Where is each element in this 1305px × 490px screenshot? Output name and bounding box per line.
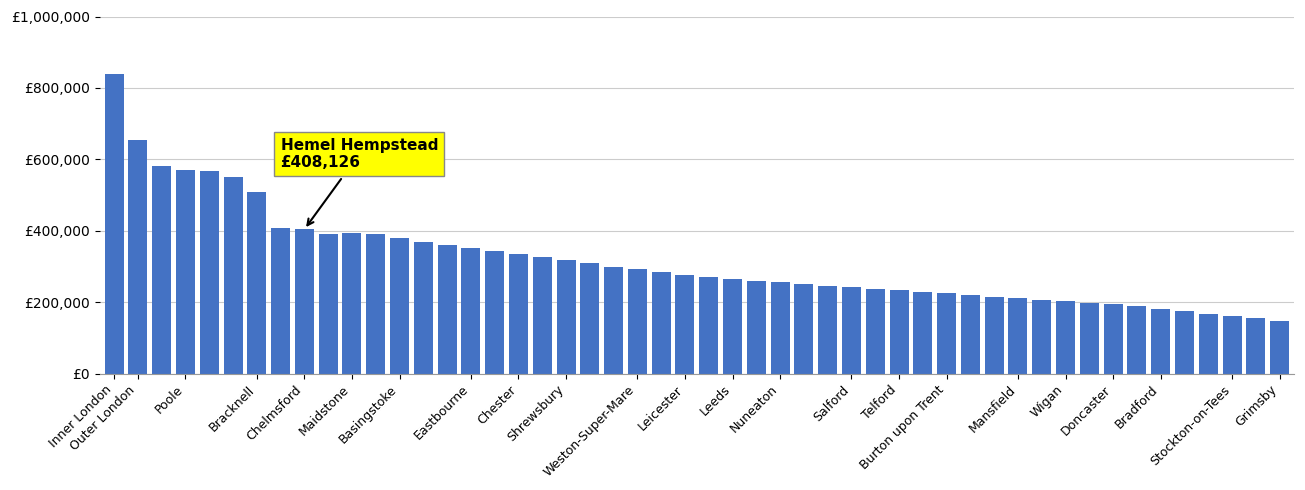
Bar bbox=[509, 254, 529, 373]
Bar bbox=[865, 289, 885, 373]
Bar bbox=[128, 140, 147, 373]
Bar bbox=[604, 267, 622, 373]
Bar bbox=[342, 233, 361, 373]
Bar bbox=[628, 270, 647, 373]
Bar bbox=[1174, 311, 1194, 373]
Bar bbox=[1104, 304, 1122, 373]
Bar bbox=[532, 257, 552, 373]
Bar bbox=[1056, 301, 1075, 373]
Bar bbox=[842, 287, 861, 373]
Bar bbox=[581, 263, 599, 373]
Bar bbox=[271, 228, 290, 373]
Bar bbox=[985, 296, 1004, 373]
Bar bbox=[318, 234, 338, 373]
Bar bbox=[414, 242, 433, 373]
Bar bbox=[676, 274, 694, 373]
Bar bbox=[913, 292, 932, 373]
Bar bbox=[651, 272, 671, 373]
Bar bbox=[462, 247, 480, 373]
Bar bbox=[390, 238, 408, 373]
Bar bbox=[556, 260, 576, 373]
Text: Hemel Hempstead
£408,126: Hemel Hempstead £408,126 bbox=[281, 138, 438, 225]
Bar bbox=[1032, 300, 1052, 373]
Bar bbox=[818, 286, 838, 373]
Bar bbox=[200, 171, 219, 373]
Bar bbox=[1151, 309, 1171, 373]
Bar bbox=[367, 234, 385, 373]
Bar bbox=[1128, 307, 1146, 373]
Bar bbox=[104, 74, 124, 373]
Bar bbox=[770, 282, 790, 373]
Bar bbox=[1270, 321, 1289, 373]
Bar bbox=[937, 294, 957, 373]
Bar bbox=[1199, 314, 1218, 373]
Bar bbox=[746, 281, 766, 373]
Bar bbox=[1009, 298, 1027, 373]
Bar bbox=[699, 277, 718, 373]
Bar bbox=[223, 177, 243, 373]
Bar bbox=[437, 245, 457, 373]
Bar bbox=[1246, 318, 1266, 373]
Bar bbox=[723, 279, 743, 373]
Bar bbox=[795, 284, 813, 373]
Bar bbox=[1223, 316, 1241, 373]
Bar bbox=[960, 295, 980, 373]
Bar bbox=[890, 291, 908, 373]
Bar bbox=[1079, 303, 1099, 373]
Bar bbox=[176, 170, 194, 373]
Bar bbox=[153, 166, 171, 373]
Bar bbox=[248, 192, 266, 373]
Bar bbox=[295, 229, 315, 373]
Bar bbox=[485, 251, 504, 373]
